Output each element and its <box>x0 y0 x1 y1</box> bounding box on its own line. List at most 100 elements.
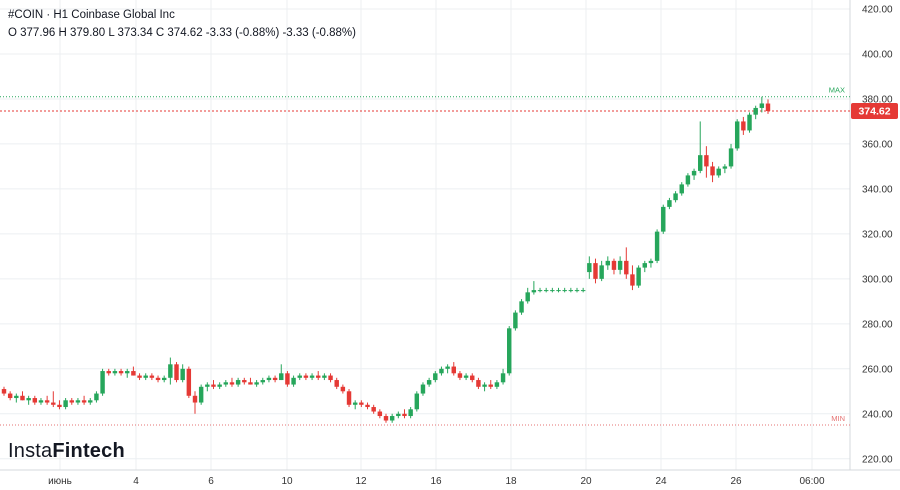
candle <box>433 371 438 383</box>
candle <box>691 168 697 180</box>
candle-body <box>685 175 691 185</box>
candle-body <box>414 393 420 410</box>
candle-body <box>624 260 629 275</box>
candle <box>408 407 413 419</box>
candle <box>81 395 87 405</box>
candle <box>617 256 623 275</box>
candle-body <box>316 375 321 378</box>
candle <box>75 398 81 405</box>
candle-body <box>279 373 284 381</box>
candle-body <box>131 371 136 376</box>
candle <box>698 121 703 174</box>
candle <box>704 146 709 178</box>
candle-body <box>7 393 13 399</box>
candle <box>217 382 222 390</box>
candle <box>94 391 99 403</box>
candle-body <box>38 400 44 403</box>
candle-body <box>285 373 290 385</box>
candle <box>51 391 56 408</box>
x-tick-label: 16 <box>430 476 442 487</box>
candle-body <box>371 407 376 412</box>
candle-body <box>402 413 407 417</box>
candle-body <box>408 409 413 417</box>
candle-body <box>556 290 561 292</box>
candle-body <box>550 290 555 292</box>
candle-body <box>451 366 456 374</box>
candle <box>667 197 672 210</box>
x-tick-label: 18 <box>505 476 517 487</box>
candle-body <box>88 400 93 403</box>
candle <box>661 204 666 234</box>
candle-body <box>704 155 709 167</box>
candle-body <box>180 368 185 381</box>
candle-body <box>710 166 715 176</box>
candle-body <box>260 380 265 383</box>
candle-body <box>125 371 130 374</box>
ohlc-readout: O 377.96 H 379.80 L 373.34 C 374.62 -3.3… <box>8 27 356 39</box>
candle-body <box>229 382 235 385</box>
candle <box>611 258 617 275</box>
current-price-tag-bg <box>851 103 898 120</box>
candle-body <box>488 384 493 387</box>
x-tick-label: 4 <box>133 476 139 487</box>
candle <box>685 173 691 187</box>
candle <box>574 287 580 293</box>
candle-body <box>513 312 518 329</box>
candle <box>149 373 155 381</box>
candle-body <box>445 366 450 369</box>
candle <box>69 398 74 405</box>
candle <box>143 373 148 381</box>
current-price-tag: 374.62 <box>858 106 890 118</box>
candle <box>494 380 500 390</box>
candle-body <box>352 402 358 405</box>
candle <box>580 287 586 293</box>
x-tick-label: 24 <box>655 476 667 487</box>
candle-body <box>340 386 346 392</box>
x-tick-label: 06:00 <box>799 476 824 487</box>
candle <box>759 96 765 113</box>
candle <box>500 368 506 385</box>
candle <box>125 368 130 378</box>
candle-body <box>322 375 327 378</box>
candle <box>457 371 463 381</box>
candle-body <box>587 263 592 273</box>
candle <box>507 326 512 376</box>
candle-body <box>272 377 278 381</box>
candle <box>155 375 161 383</box>
candle-body <box>100 371 105 394</box>
candle-body <box>636 267 641 286</box>
candle-body <box>525 292 530 302</box>
candle-body <box>192 395 198 403</box>
candle <box>174 362 179 383</box>
candle <box>14 393 19 403</box>
brand-logo-part1: Insta <box>8 440 53 462</box>
candle <box>414 391 420 412</box>
candle <box>365 402 370 410</box>
candle <box>525 287 530 304</box>
max-label: MAX <box>829 86 845 95</box>
candle-body <box>118 371 124 374</box>
y-tick-label: 360.00 <box>862 139 893 150</box>
candle <box>32 395 38 405</box>
candle <box>26 395 31 405</box>
candle <box>654 229 660 264</box>
candle-body <box>291 377 296 385</box>
candle <box>593 258 598 284</box>
candle <box>285 371 290 387</box>
candle <box>451 362 456 376</box>
candle-body <box>359 402 364 405</box>
candle-body <box>605 260 611 266</box>
candle-body <box>765 103 771 112</box>
candle <box>106 368 111 376</box>
candle <box>673 191 678 203</box>
candle <box>556 287 561 293</box>
x-tick-label: 26 <box>730 476 742 487</box>
candle-body <box>69 400 74 403</box>
candle-body <box>433 373 438 381</box>
y-tick-label: 240.00 <box>862 409 893 420</box>
candle-body <box>716 168 721 176</box>
candle-body <box>174 364 179 381</box>
candle <box>248 377 253 385</box>
chart-header: #COIN · H1 Coinbase Global Inc O 377.96 … <box>8 6 356 42</box>
